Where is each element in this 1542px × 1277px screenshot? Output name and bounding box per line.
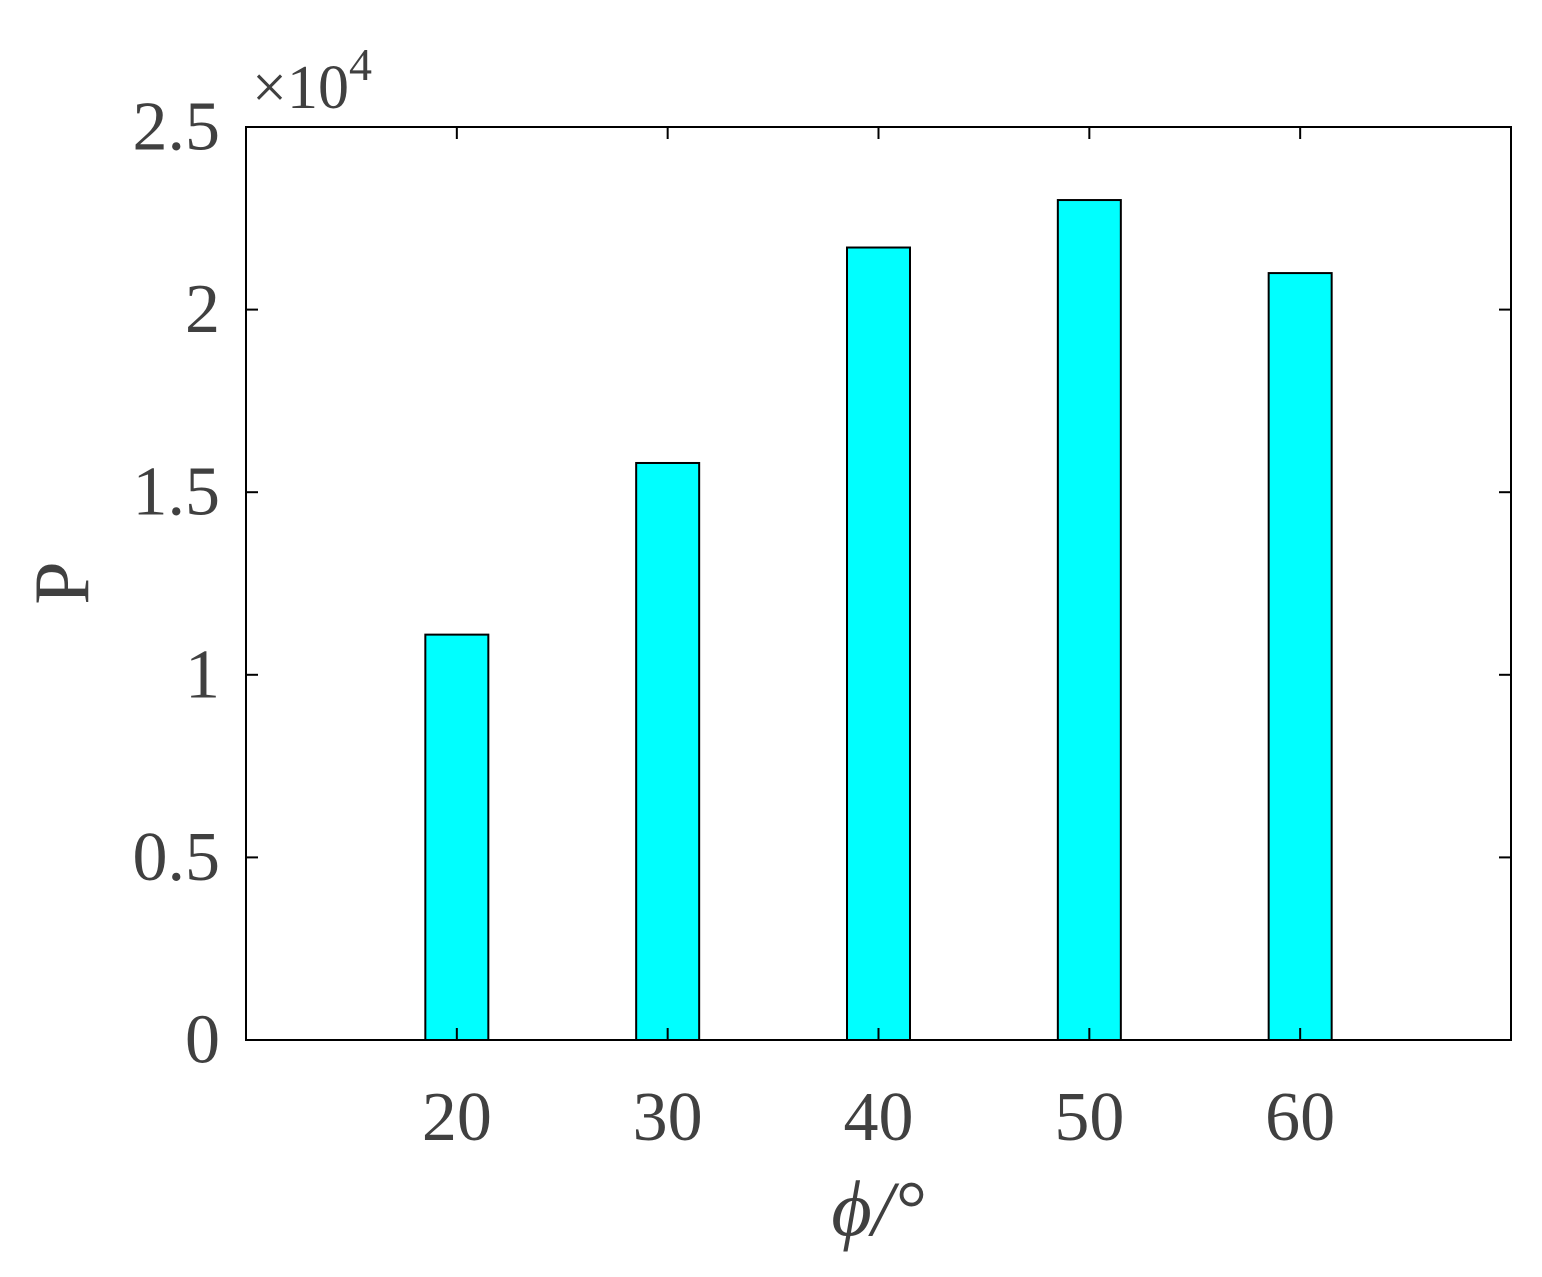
x-tick-label-40: 40 bbox=[844, 1079, 914, 1156]
bar-40 bbox=[846, 246, 911, 1042]
y-tick-labels: 0 0.5 1 1.5 2 2.5 bbox=[133, 89, 221, 1079]
y-exponent-label: ×104 bbox=[252, 39, 372, 122]
y-tick-label-4: 2 bbox=[185, 271, 220, 348]
x-tick-label-20: 20 bbox=[422, 1079, 492, 1156]
y-axis-label: P bbox=[18, 561, 105, 604]
y-tick-label-1: 0.5 bbox=[133, 819, 221, 896]
x-tick-label-30: 30 bbox=[633, 1079, 703, 1156]
y-exponent-power: 4 bbox=[349, 39, 372, 90]
bars-group bbox=[424, 199, 1333, 1042]
y-tick-label-0: 0 bbox=[185, 1002, 220, 1079]
bar-20 bbox=[424, 633, 490, 1041]
y-exponent-base: ×10 bbox=[252, 54, 349, 122]
x-axis-label: ϕ/° bbox=[831, 1165, 924, 1252]
bar-50 bbox=[1056, 199, 1122, 1042]
x-tick-label-50: 50 bbox=[1054, 1079, 1124, 1156]
plot-frame bbox=[245, 126, 1512, 1041]
bar-60 bbox=[1267, 272, 1333, 1041]
y-tick-label-3: 1.5 bbox=[133, 454, 221, 531]
y-tick-label-5: 2.5 bbox=[133, 89, 221, 166]
x-tick-label-60: 60 bbox=[1265, 1079, 1335, 1156]
bar-30 bbox=[635, 461, 701, 1041]
y-tick-label-2: 1 bbox=[185, 636, 220, 713]
x-tick-labels: 20 30 40 50 60 bbox=[422, 1079, 1335, 1156]
